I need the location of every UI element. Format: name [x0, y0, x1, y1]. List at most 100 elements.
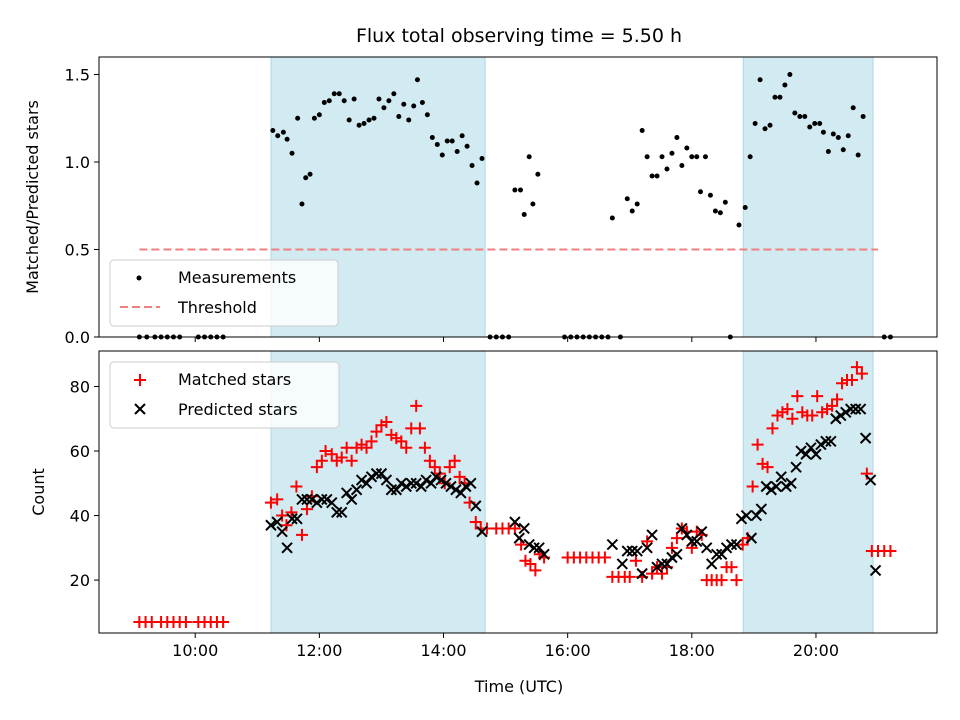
top-legend: Measurements Threshold: [109, 259, 339, 327]
predicted-star-point: [513, 532, 525, 544]
measurement-point: [797, 114, 803, 119]
observing-window-band: [742, 350, 874, 634]
measurement-point: [311, 115, 317, 121]
predicted-star-point: [301, 493, 313, 506]
predicted-star-point: [455, 487, 467, 499]
matched-star-point: [761, 461, 774, 474]
measurement-point: [295, 115, 301, 121]
measurement-point: [757, 77, 763, 83]
predicted-star-point: [825, 435, 837, 448]
matched-star-point: [413, 422, 426, 435]
legend-matched-label: Matched stars: [178, 370, 291, 389]
predicted-star-point: [306, 493, 318, 506]
measurement-point: [707, 192, 713, 198]
predicted-star-point: [276, 525, 288, 538]
measurement-point: [411, 103, 417, 109]
measurement-point: [439, 152, 445, 158]
measurement-point: [419, 100, 425, 105]
predicted-star-point: [370, 467, 383, 480]
measurement-point: [464, 143, 470, 149]
measurement-point: [396, 114, 402, 119]
predicted-star-point: [355, 474, 368, 486]
measurement-point: [752, 121, 758, 126]
predicted-star-point: [271, 516, 283, 528]
measurement-point: [275, 133, 281, 139]
predicted-star-point: [800, 448, 812, 460]
matched-star-point: [811, 390, 824, 403]
matched-star-point: [418, 441, 431, 454]
predicted-star-point: [390, 484, 403, 496]
measurement-point: [850, 105, 856, 111]
matched-star-point: [400, 441, 413, 454]
predicted-star-point: [815, 438, 827, 451]
measurement-point: [479, 156, 485, 161]
matched-star-point: [217, 616, 230, 629]
bottom-y-tick-label: 20: [70, 571, 90, 590]
predicted-star-point: [528, 542, 540, 554]
matched-star-point: [598, 551, 611, 564]
matched-star-point: [665, 541, 678, 554]
x-tick-label: 20:00: [793, 641, 839, 660]
measurement-point: [356, 122, 362, 128]
matched-star-point: [395, 435, 408, 448]
predicted-star-point: [745, 532, 758, 544]
matched-star-point: [855, 367, 868, 380]
top-y-axis: 0.0 0.5 1.0 1.5: [65, 66, 99, 347]
predicted-star-point: [785, 477, 797, 489]
measurement-point: [639, 128, 645, 133]
predicted-star-point: [415, 480, 427, 493]
predicted-star-point: [740, 509, 753, 522]
matched-star-point: [423, 454, 436, 467]
chart-title: Flux total observing time = 5.50 h: [356, 25, 682, 47]
predicted-star-point: [405, 477, 417, 489]
matched-star-point: [725, 561, 738, 574]
predicted-star-point: [265, 519, 277, 531]
predicted-star-point: [810, 448, 822, 460]
predicted-star-point: [676, 522, 688, 535]
predicted-star-point: [440, 477, 452, 489]
predicted-star-point: [606, 538, 619, 551]
predicted-star-point: [470, 500, 482, 512]
measurement-point: [694, 154, 700, 160]
measurement-point: [747, 154, 753, 160]
predicted-star-point: [316, 493, 328, 506]
measurement-point: [860, 114, 866, 119]
matched-star-point: [641, 535, 654, 548]
top-panel: 0.0 0.5 1.0 1.5 Matched/Predicted stars Mea…: [23, 56, 938, 347]
predicted-star-point: [626, 545, 638, 557]
measurement-point: [609, 215, 615, 221]
matched-star-point: [428, 461, 441, 474]
predicted-star-point: [720, 542, 733, 554]
measurement-point: [717, 210, 723, 216]
predicted-star-point: [849, 403, 862, 415]
measurement-point: [697, 189, 703, 195]
predicted-star-point: [651, 561, 663, 573]
matched-star-point: [831, 393, 844, 406]
predicted-star-point: [465, 477, 477, 489]
predicted-star-point: [845, 403, 857, 415]
matched-star-point: [529, 564, 542, 577]
predicted-stars-points: [265, 403, 882, 580]
measurement-point: [742, 205, 748, 210]
measurement-point: [777, 94, 783, 100]
measurement-point: [762, 126, 768, 132]
measurement-point: [321, 100, 327, 105]
measurement-point: [782, 82, 788, 88]
matched-star-point: [469, 516, 482, 529]
predicted-star-point: [435, 474, 447, 486]
predicted-star-point: [296, 493, 308, 506]
measurement-point: [391, 91, 397, 97]
predicted-star-point: [696, 525, 708, 538]
matched-star-point: [670, 532, 683, 545]
predicted-star-point: [395, 477, 408, 489]
measurement-point: [807, 124, 813, 130]
matched-star-point: [300, 503, 313, 516]
measurement-point: [270, 128, 276, 133]
top-y-tick-label: 0.5: [65, 241, 90, 260]
matched-star-point: [786, 412, 799, 425]
measurement-point: [736, 222, 742, 228]
matched-star-point: [781, 403, 794, 416]
predicted-star-point: [710, 548, 723, 560]
predicted-star-point: [616, 558, 628, 570]
